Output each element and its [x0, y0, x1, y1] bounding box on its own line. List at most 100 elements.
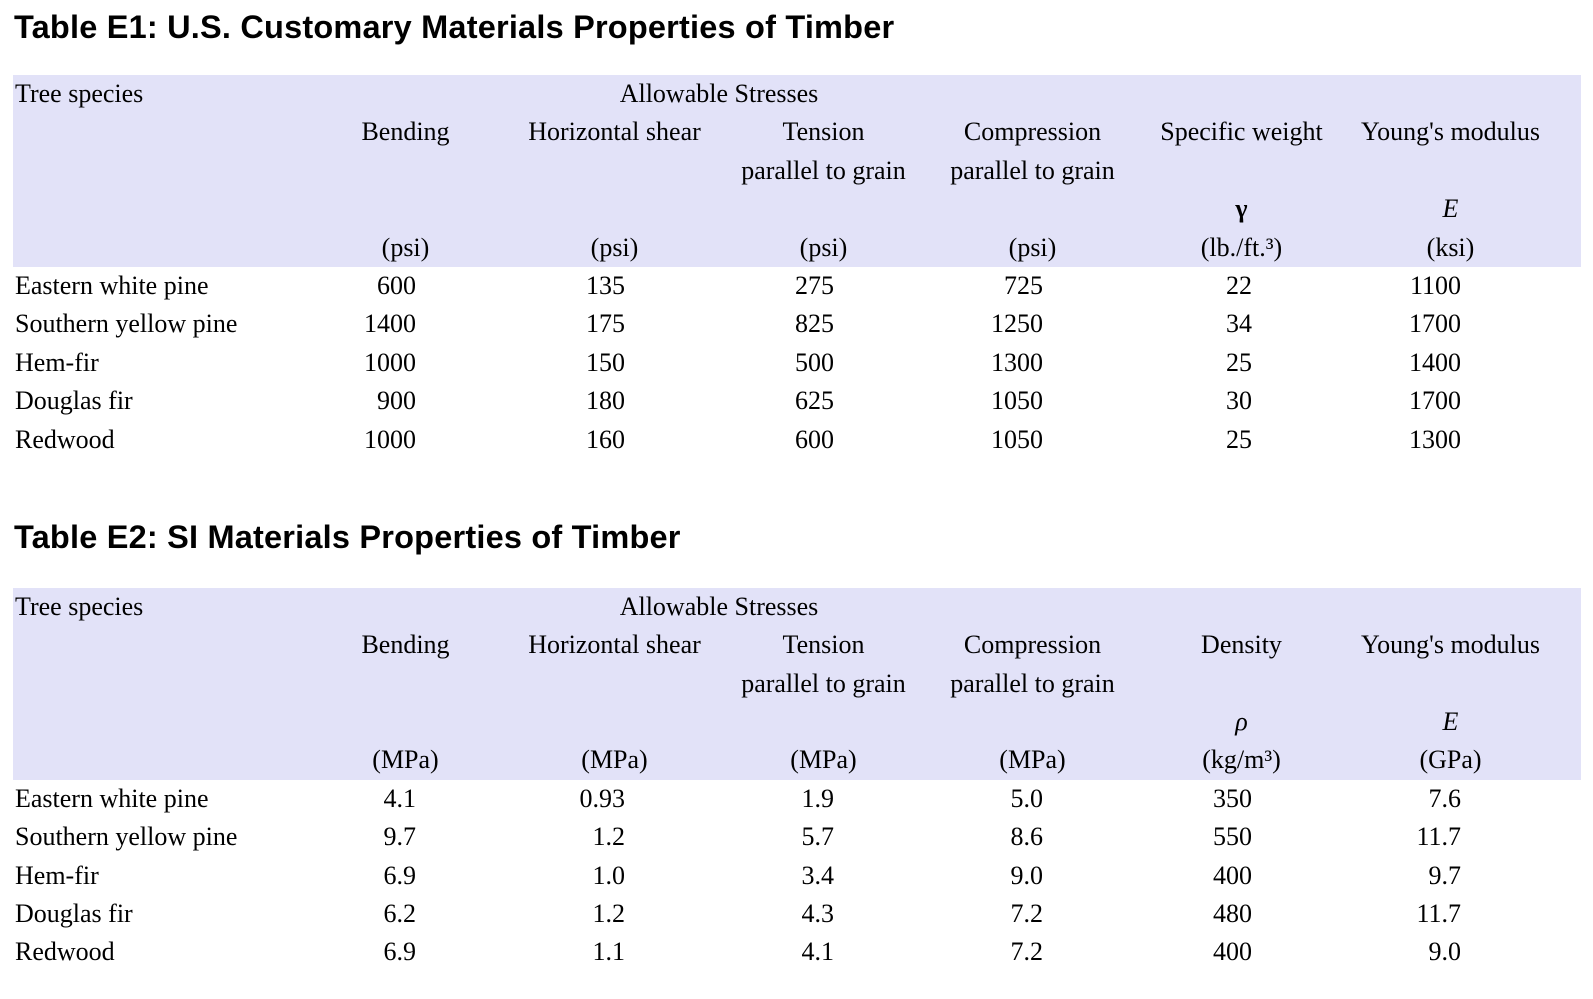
unit-label: (MPa)	[581, 745, 648, 775]
cell-value: 25	[1226, 424, 1252, 454]
col-header-horizontal-shear: Horizontal shear	[528, 630, 701, 660]
cell-value: 8.6	[1010, 822, 1044, 852]
header-row-symbols: ρ E	[13, 703, 1581, 741]
unit-label: (kg/m³)	[1202, 745, 1281, 775]
species-name: Hem-fir	[15, 860, 99, 890]
species-name: Southern yellow pine	[15, 822, 238, 852]
species-name: Douglas fir	[15, 386, 133, 416]
table-e1-header: Tree species Allowable Stresses Bending …	[13, 75, 1581, 267]
col-header-specific-weight: Specific weight	[1160, 117, 1323, 147]
group-header-allowable-stresses: Allowable Stresses	[619, 79, 819, 108]
cell-value: 4.1	[383, 783, 417, 813]
table-row: Eastern white pine 4.1 0.93 1.9 5.0 350 …	[13, 780, 1581, 818]
header-row-units: (MPa) (MPa) (MPa) (MPa) (kg/m³) (GPa)	[13, 741, 1581, 779]
header-row-group: Tree species Allowable Stresses	[13, 75, 1581, 113]
unit-label: (MPa)	[372, 745, 439, 775]
cell-value: 9.0	[1428, 937, 1462, 967]
cell-value: 400	[1213, 860, 1252, 890]
unit-label: (GPa)	[1419, 745, 1482, 775]
col-header-youngs-modulus: Young's modulus	[1360, 117, 1541, 147]
unit-label: (psi)	[799, 232, 848, 262]
table-e2-body: Eastern white pine 4.1 0.93 1.9 5.0 350 …	[13, 780, 1581, 972]
table-row: Redwood 6.9 1.1 4.1 7.2 400 9.0	[13, 933, 1581, 971]
col-header-bending: Bending	[361, 630, 450, 660]
cell-value: 0.93	[579, 783, 626, 813]
cell-value: 350	[1213, 783, 1252, 813]
col-header-youngs-modulus: Young's modulus	[1360, 630, 1541, 660]
cell-value: 600	[377, 270, 416, 300]
species-name: Hem-fir	[15, 347, 99, 377]
cell-value: 1250	[991, 309, 1043, 339]
unit-label: (ksi)	[1426, 232, 1475, 262]
cell-value: 275	[795, 270, 834, 300]
subheader-parallel-to-grain: parallel to grain	[950, 668, 1115, 698]
col-header-bending: Bending	[361, 117, 450, 147]
col-header-tree-species: Tree species	[15, 79, 144, 108]
group-header-allowable-stresses: Allowable Stresses	[619, 591, 819, 621]
cell-value: 150	[586, 347, 625, 377]
unit-label: (lb./ft.³)	[1200, 232, 1283, 262]
cell-value: 7.2	[1010, 937, 1044, 967]
cell-value: 1.2	[592, 899, 626, 929]
unit-label: (psi)	[590, 232, 639, 262]
species-name: Southern yellow pine	[15, 309, 238, 339]
unit-label: (psi)	[381, 232, 430, 262]
unit-label: (MPa)	[999, 745, 1066, 775]
cell-value: 135	[586, 270, 625, 300]
cell-value: 1000	[364, 424, 416, 454]
symbol-E: E	[1442, 194, 1459, 224]
header-row-subcolumns: parallel to grain parallel to grain	[13, 665, 1581, 703]
symbol-rho: ρ	[1235, 707, 1248, 737]
cell-value: 160	[586, 424, 625, 454]
cell-value: 3.4	[801, 860, 835, 890]
col-header-compression: Compression	[963, 117, 1102, 147]
species-name: Eastern white pine	[15, 783, 209, 813]
species-name: Redwood	[15, 937, 115, 967]
header-row-columns: Bending Horizontal shear Tension Compres…	[13, 113, 1581, 151]
cell-value: 1050	[991, 386, 1043, 416]
cell-value: 5.0	[1010, 783, 1044, 813]
cell-value: 7.6	[1428, 783, 1462, 813]
cell-value: 1300	[1409, 424, 1461, 454]
header-row-units: (psi) (psi) (psi) (psi) (lb./ft.³) (ksi)	[13, 229, 1581, 267]
unit-label: (psi)	[1008, 232, 1057, 262]
subheader-parallel-to-grain: parallel to grain	[741, 155, 906, 185]
unit-label: (MPa)	[790, 745, 857, 775]
cell-value: 900	[377, 386, 416, 416]
col-header-compression: Compression	[963, 630, 1102, 660]
table-e1: Tree species Allowable Stresses Bending …	[13, 75, 1581, 459]
cell-value: 1.2	[592, 822, 626, 852]
cell-value: 6.9	[383, 937, 417, 967]
cell-value: 500	[795, 347, 834, 377]
table-e2: Tree species Allowable Stresses Bending …	[13, 587, 1581, 972]
col-header-density: Density	[1201, 630, 1282, 660]
cell-value: 480	[1213, 899, 1252, 929]
symbol-E: E	[1442, 707, 1459, 737]
species-name: Eastern white pine	[15, 270, 209, 300]
cell-value: 11.7	[1416, 899, 1461, 929]
cell-value: 1400	[1409, 347, 1461, 377]
cell-value: 1.0	[592, 860, 626, 890]
cell-value: 25	[1226, 347, 1252, 377]
header-row-subcolumns: parallel to grain parallel to grain	[13, 152, 1581, 190]
table-row: Hem-fir 1000 150 500 1300 25 1400	[13, 344, 1581, 382]
subheader-parallel-to-grain: parallel to grain	[741, 668, 906, 698]
table-e2-header: Tree species Allowable Stresses Bending …	[13, 587, 1581, 780]
cell-value: 1400	[364, 309, 416, 339]
cell-value: 30	[1226, 386, 1252, 416]
col-header-tension: Tension	[782, 117, 865, 147]
header-row-symbols: γ E	[13, 190, 1581, 228]
species-name: Redwood	[15, 424, 115, 454]
table-row: Redwood 1000 160 600 1050 25 1300	[13, 421, 1581, 459]
col-header-horizontal-shear: Horizontal shear	[528, 117, 701, 147]
cell-value: 5.7	[801, 822, 835, 852]
cell-value: 1.9	[801, 783, 835, 813]
table-row: Douglas fir 6.2 1.2 4.3 7.2 480 11.7	[13, 895, 1581, 933]
cell-value: 1000	[364, 347, 416, 377]
cell-value: 6.9	[383, 860, 417, 890]
table-row: Hem-fir 6.9 1.0 3.4 9.0 400 9.7	[13, 857, 1581, 895]
table-row: Southern yellow pine 9.7 1.2 5.7 8.6 550…	[13, 818, 1581, 856]
cell-value: 9.7	[1428, 860, 1462, 890]
cell-value: 1300	[991, 347, 1043, 377]
header-row-columns: Bending Horizontal shear Tension Compres…	[13, 626, 1581, 664]
